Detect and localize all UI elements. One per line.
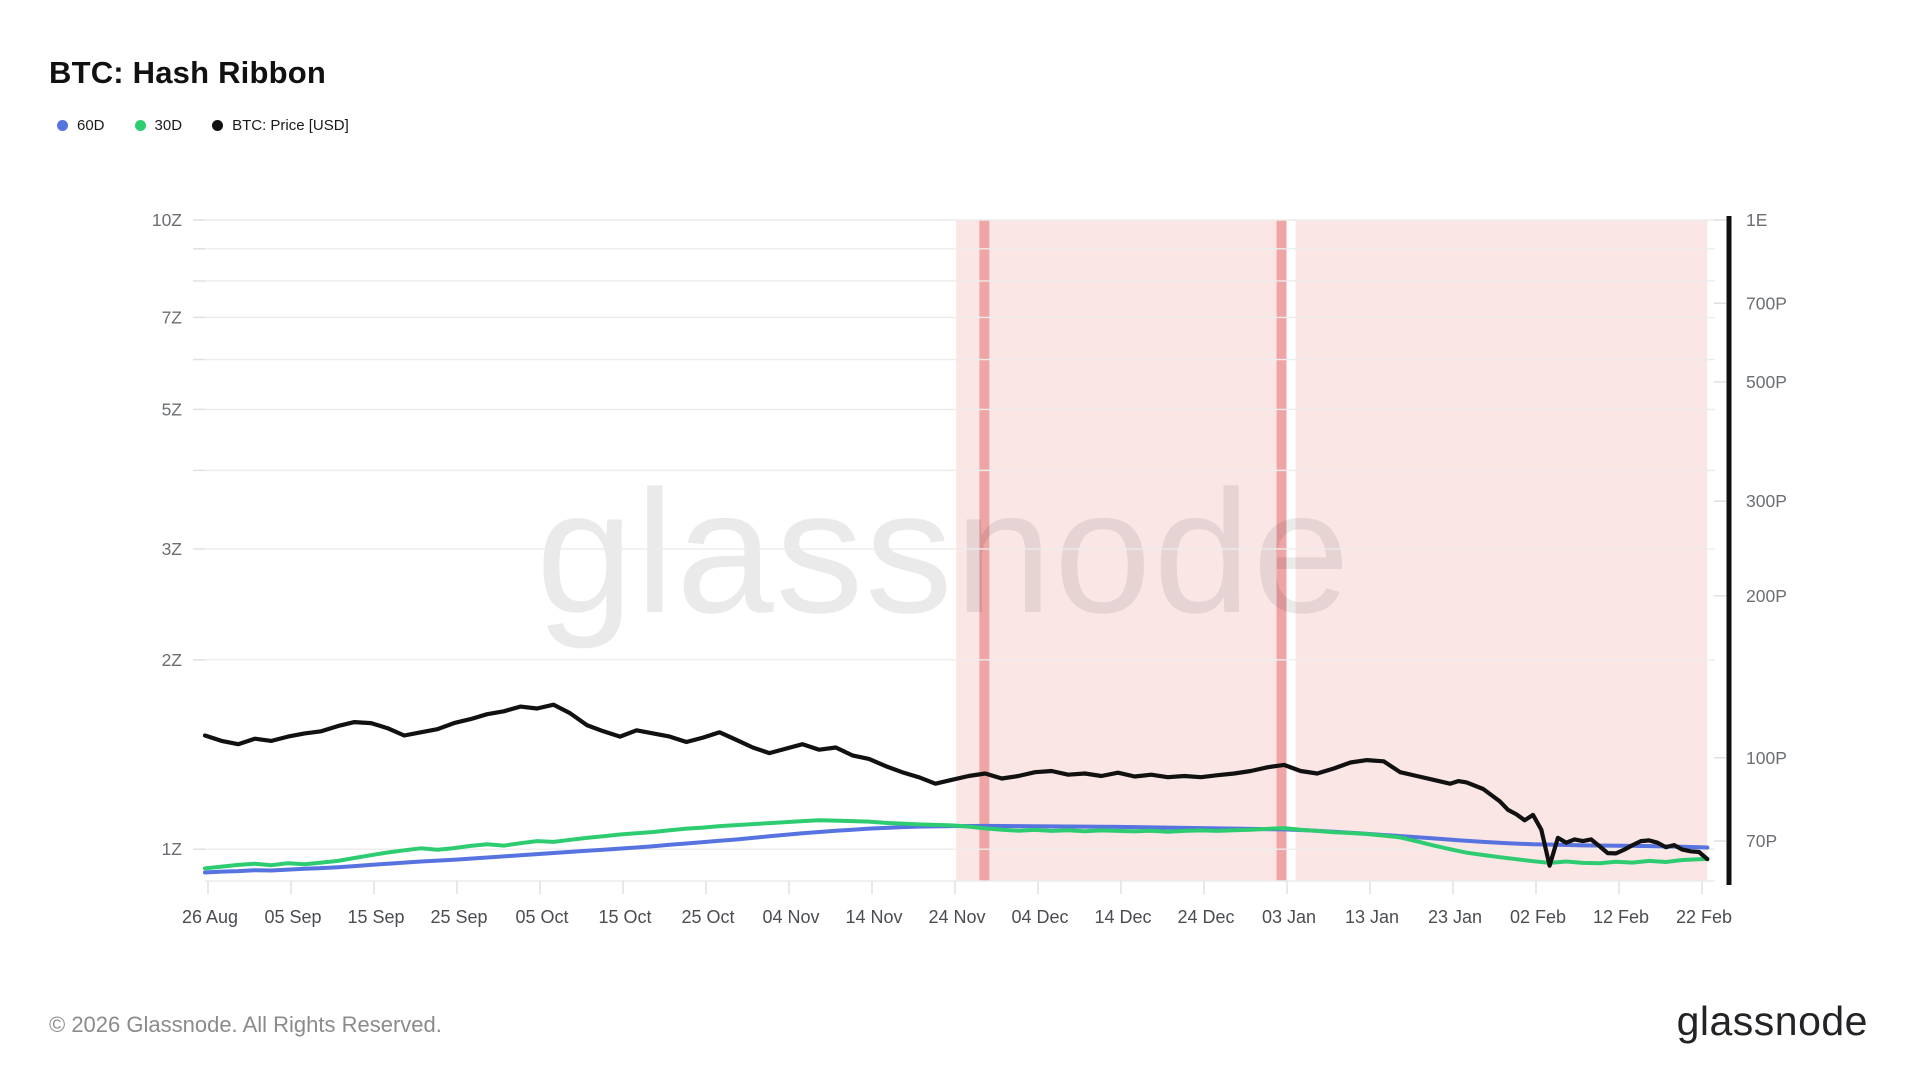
highlight-band-light [1295,220,1708,881]
watermark-text: glassnode [536,455,1352,650]
x-axis-label: 04 Nov [762,907,819,927]
page-title: BTC: Hash Ribbon [49,54,327,90]
right-axis-label: 200P [1746,586,1787,606]
series-line-30d [203,818,1710,871]
x-axis-label: 12 Feb [1593,907,1649,927]
right-axis-label: 1E [1746,210,1767,230]
series-line-btc-price-usd [202,702,1710,868]
x-axis-label: 15 Oct [598,907,651,927]
x-axis-label: 24 Dec [1177,907,1234,927]
x-axis-label: 14 Nov [845,907,902,927]
right-axis-label: 100P [1746,748,1787,768]
highlight-band-light [956,220,1287,881]
x-axis-label: 13 Jan [1345,907,1399,927]
legend-item-label: BTC: Price [USD] [232,117,349,134]
right-axis-label: 700P [1746,293,1787,313]
series-line-60d [203,823,1710,875]
x-axis-label: 05 Sep [264,907,321,927]
x-axis-label: 14 Dec [1094,907,1151,927]
x-axis-label: 04 Dec [1011,907,1068,927]
capitulation-stripe [1276,220,1287,881]
x-axis-label: 22 Feb [1676,907,1732,927]
right-axis-label: 300P [1746,491,1787,511]
chart-legend: 60D 30D BTC: Price [USD] [57,117,349,134]
left-axis-label: 1Z [162,839,183,859]
left-axis-label: 10Z [152,210,182,230]
x-axis-label: 02 Feb [1510,907,1566,927]
legend-item-label: 30D [154,117,183,134]
right-axis-label: 70P [1746,831,1777,851]
legend-color-dot [212,120,224,131]
glassnode-logo: glassnode [1676,998,1868,1044]
left-axis-label: 7Z [162,307,183,327]
left-axis-label: 3Z [162,539,183,559]
legend-item-label: 60D [77,117,105,134]
right-axis-label: 500P [1746,372,1787,392]
left-axis-label: 5Z [162,399,183,419]
left-axis-label: 2Z [162,650,183,670]
footer-copyright: © 2026 Glassnode. All Rights Reserved. [49,1012,442,1037]
x-axis-label: 23 Jan [1428,907,1482,927]
x-axis-label: 26 Aug [182,907,238,927]
legend-color-dot [57,120,68,131]
capitulation-stripe [979,220,990,881]
x-axis-label: 05 Oct [515,907,568,927]
legend-item-60d[interactable]: 60D [57,117,105,134]
legend-item-30d[interactable]: 30D [134,117,183,134]
x-axis-label: 15 Sep [347,907,404,927]
x-axis-label: 25 Sep [430,907,487,927]
x-axis-label: 03 Jan [1262,907,1316,927]
x-axis-label: 25 Oct [681,907,734,927]
legend-item-btc-price-usd[interactable]: BTC: Price [USD] [212,117,349,134]
legend-color-dot [134,120,146,131]
x-axis-label: 24 Nov [928,907,985,927]
